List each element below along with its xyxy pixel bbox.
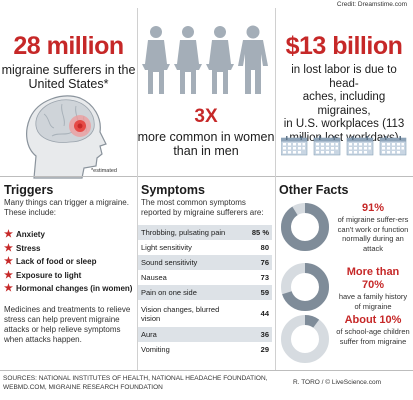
- triggers-outro: Medicines and treatments to relieve stre…: [4, 305, 131, 344]
- symptoms-intro: The most common symptoms reported by mig…: [141, 198, 264, 217]
- estimated-footnote: *estimated: [91, 168, 117, 174]
- star-icon: ★: [4, 242, 13, 254]
- donut-chart: [281, 263, 329, 311]
- lost-labor-line2: aches, including migraines,: [302, 91, 386, 117]
- symptom-row: Throbbing, pulsating pain 85 %: [138, 225, 272, 240]
- trigger-label: Stress: [16, 243, 41, 253]
- fact-block: 91% of migraine suffer-ers can't work or…: [336, 202, 410, 253]
- symptom-value: 73: [260, 273, 269, 282]
- star-icon: ★: [4, 269, 13, 281]
- trigger-item: ★ Exposure to light: [4, 269, 137, 283]
- male-figure-icon: [238, 25, 268, 94]
- symptom-label: Aura: [141, 330, 157, 339]
- symptoms-title: Symptoms: [141, 183, 205, 197]
- symptom-row: Vision changes, blurred vision 44: [138, 300, 272, 327]
- calendar-icon: [281, 136, 308, 156]
- symptom-label: Nausea: [141, 273, 167, 282]
- symptom-row: Nausea 73: [138, 270, 272, 285]
- symptom-value: 29: [260, 345, 269, 354]
- head-profile-icon: [26, 95, 107, 179]
- symptom-row: Sound sensitivity 76: [138, 255, 272, 270]
- lost-labor-headline: $13 billion: [285, 32, 403, 60]
- symptom-label: Pain on one side: [141, 288, 197, 297]
- trigger-label: Hormonal changes (in women): [16, 284, 133, 294]
- fact-text: have a family history of migraine: [338, 292, 408, 311]
- section-divider: [0, 176, 413, 177]
- symptom-value: 76: [260, 258, 269, 267]
- female-figure-icon: [142, 26, 170, 94]
- column-divider: [137, 8, 138, 370]
- triggers-intro: Many things can trigger a migraine. Thes…: [4, 198, 129, 217]
- donut-segment: [281, 203, 329, 251]
- trigger-item: ★ Anxiety: [4, 228, 137, 242]
- calendar-icon: [346, 136, 374, 156]
- donut-segment: [281, 263, 329, 311]
- lost-labor-line3: in U.S. workplaces (113: [283, 118, 405, 130]
- symptom-label: Throbbing, pulsating pain: [141, 228, 226, 237]
- triggers-title: Triggers: [4, 183, 54, 197]
- symptom-row: Pain on one side 59: [138, 285, 272, 300]
- triggers-list: ★ Anxiety ★ Stress ★ Lack of food or sleep …: [4, 228, 137, 296]
- trigger-label: Lack of food or sleep: [16, 257, 97, 267]
- column-divider: [275, 8, 276, 370]
- women-line2: than in men: [173, 144, 239, 158]
- signature: R. TORO / © LiveScience.com: [293, 379, 381, 386]
- sufferers-line1: migraine sufferers in the: [1, 63, 136, 77]
- star-icon: ★: [4, 283, 13, 295]
- fact-block: About 10% of school-age children suffer …: [336, 314, 410, 346]
- symptom-row: Light sensitivity 80: [138, 240, 272, 255]
- symptom-value: 59: [260, 288, 269, 297]
- women-panel: 3X more common in women than in men: [137, 8, 275, 188]
- calendar-icon: [313, 136, 341, 156]
- women-line1: more common in women: [137, 130, 275, 144]
- calendar-icon: [379, 136, 407, 156]
- credit-line: Credit: Dreamstime.com: [336, 1, 407, 8]
- sources-text: SOURCES: NATIONAL INSTITUTES OF HEALTH, …: [3, 375, 268, 391]
- women-multiplier: 3X: [194, 106, 218, 127]
- symptoms-table: Throbbing, pulsating pain 85 % Light sens…: [138, 225, 272, 357]
- symptom-label: Light sensitivity: [141, 243, 192, 252]
- female-figure-icon: [174, 26, 202, 94]
- trigger-item: ★ Hormonal changes (in women): [4, 282, 137, 296]
- donut-segment: [281, 315, 329, 363]
- other-facts-title: Other Facts: [279, 183, 349, 197]
- people-figures-icon: [142, 25, 268, 94]
- symptom-row: Vomiting 29: [138, 342, 272, 357]
- symptom-label: Sound sensitivity: [141, 258, 198, 267]
- star-icon: ★: [4, 256, 13, 268]
- calendar-icons: [281, 136, 407, 156]
- sufferers-line2: United States*: [28, 77, 109, 91]
- trigger-item: ★ Lack of food or sleep: [4, 255, 137, 269]
- fact-percent: About 10%: [344, 314, 402, 326]
- symptom-value: 80: [260, 243, 269, 252]
- trigger-label: Anxiety: [16, 230, 45, 240]
- lost-labor-line1: in lost labor is due to head-: [291, 64, 397, 90]
- star-icon: ★: [4, 229, 13, 241]
- symptom-value: 85 %: [251, 228, 269, 237]
- donut-chart: [281, 315, 329, 363]
- fact-text: of school-age children suffer from migra…: [336, 327, 410, 346]
- donut-chart: [281, 203, 329, 251]
- lost-labor-panel: $13 billion in lost labor is due to head…: [275, 8, 413, 188]
- trigger-item: ★ Stress: [4, 242, 137, 256]
- donut-track: [281, 315, 329, 363]
- footer-divider: [0, 370, 413, 371]
- female-figure-icon: [206, 26, 234, 94]
- trigger-label: Exposure to light: [16, 270, 82, 280]
- symptom-value: 44: [260, 309, 269, 318]
- symptom-label: Vomiting: [141, 345, 170, 354]
- symptom-row: Aura 36: [138, 327, 272, 342]
- fact-percent: More than 70%: [346, 266, 400, 291]
- women-caption: more common in women than in men: [137, 130, 275, 158]
- sufferers-headline: 28 million: [13, 32, 124, 60]
- lost-labor-caption: in lost labor is due to head- aches, inc…: [277, 64, 411, 145]
- fact-percent: 91%: [361, 202, 385, 214]
- sufferers-panel: 28 million migraine sufferers in the Uni…: [0, 8, 137, 188]
- symptom-label: Vision changes, blurred vision: [141, 304, 220, 323]
- sufferers-caption: migraine sufferers in the United States*: [0, 63, 137, 91]
- fact-block: More than 70% have a family history of m…: [336, 266, 410, 311]
- fact-text: of migraine suffer-ers can't work or fun…: [337, 215, 409, 253]
- symptom-value: 36: [260, 330, 269, 339]
